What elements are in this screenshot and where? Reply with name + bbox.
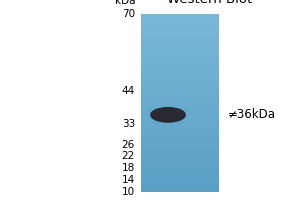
Text: 22: 22 [122, 151, 135, 161]
Text: 18: 18 [122, 163, 135, 173]
Text: 14: 14 [122, 175, 135, 185]
Text: Western Blot: Western Blot [167, 0, 253, 6]
Ellipse shape [151, 108, 185, 122]
Text: 33: 33 [122, 119, 135, 129]
Text: 10: 10 [122, 187, 135, 197]
Text: 70: 70 [122, 9, 135, 19]
Text: 26: 26 [122, 140, 135, 150]
Text: ≠36kDa: ≠36kDa [228, 108, 276, 121]
Text: kDa: kDa [115, 0, 135, 6]
Text: 44: 44 [122, 86, 135, 96]
